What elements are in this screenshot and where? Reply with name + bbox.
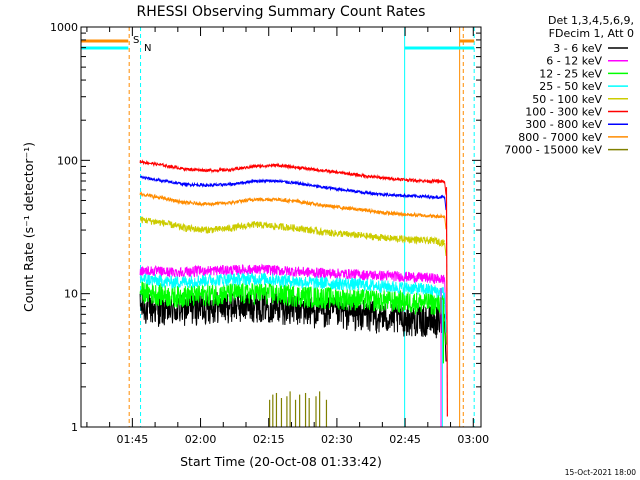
legend-header-line-1: Det 1,3,4,5,6,9,	[548, 14, 634, 27]
series-8	[269, 391, 328, 427]
series-3-tail	[444, 292, 447, 333]
axes: 1 10 100 1000 01:45 02:00 02:15 02:30 02:45 03:00	[50, 21, 489, 446]
legend-label-5: 100 - 300 keV	[525, 106, 602, 119]
series-5-line	[139, 159, 445, 185]
series-5-tail	[444, 181, 447, 195]
y-tick-label-3: 1000	[50, 21, 78, 34]
legend-label-4: 50 - 100 keV	[532, 93, 602, 106]
x-axis-label: Start Time (20-Oct-08 01:33:42)	[180, 454, 382, 469]
drop-red	[445, 187, 448, 417]
y-tick-label-1: 10	[64, 288, 78, 301]
x-tick-label-2: 02:15	[253, 433, 285, 446]
y-tick-label-0: 1	[71, 421, 78, 434]
series-6-line	[139, 175, 446, 201]
legend-label-0: 3 - 6 keV	[553, 42, 602, 55]
series-0	[139, 290, 447, 362]
series-2-line	[139, 281, 446, 316]
footer-timestamp: 15-Oct-2021 18:00	[565, 468, 636, 477]
x-tick-label-3: 02:30	[321, 433, 353, 446]
chart-title: RHESSI Observing Summary Count Rates	[137, 4, 426, 20]
series-1-line	[139, 263, 446, 284]
annotation-n: N	[144, 43, 151, 54]
series-7-line	[139, 191, 446, 220]
annotation-s: S	[133, 35, 139, 46]
legend-header-line-2: FDecim 1, Att 0	[549, 27, 634, 40]
series-3-line	[139, 272, 446, 299]
x-tick-label-1: 02:00	[185, 433, 217, 446]
series-layer	[139, 159, 448, 427]
legend: Det 1,3,4,5,6,9, FDecim 1, Att 0 3 - 6 k…	[504, 14, 634, 157]
plot-frame	[80, 26, 482, 428]
series-6	[139, 175, 447, 211]
legend-label-7: 800 - 7000 keV	[518, 131, 602, 144]
x-tick-label-0: 01:45	[117, 433, 149, 446]
series-0-line	[139, 290, 446, 339]
series-6-tail	[444, 197, 447, 211]
legend-label-2: 12 - 25 keV	[539, 67, 602, 80]
series-0-tail	[444, 321, 447, 362]
x-tick-label-5: 03:00	[457, 433, 489, 446]
series-4-line	[139, 216, 446, 248]
series-4-tail	[444, 242, 447, 256]
series-7	[139, 191, 447, 230]
end-drop-lines	[440, 187, 448, 427]
shading-bands	[80, 27, 475, 427]
y-axis-label: Count Rate (s⁻¹ detector⁻¹)	[21, 142, 36, 312]
legend-label-8: 7000 - 15000 keV	[504, 144, 602, 157]
legend-label-1: 6 - 12 keV	[546, 55, 602, 68]
x-tick-label-4: 02:45	[389, 433, 421, 446]
series-3	[139, 272, 447, 333]
series-4	[139, 216, 447, 256]
legend-label-6: 300 - 800 keV	[525, 118, 602, 131]
series-7-tail	[444, 216, 447, 230]
legend-label-3: 25 - 50 keV	[539, 80, 602, 93]
series-5	[139, 159, 447, 195]
y-tick-label-2: 100	[57, 154, 78, 167]
